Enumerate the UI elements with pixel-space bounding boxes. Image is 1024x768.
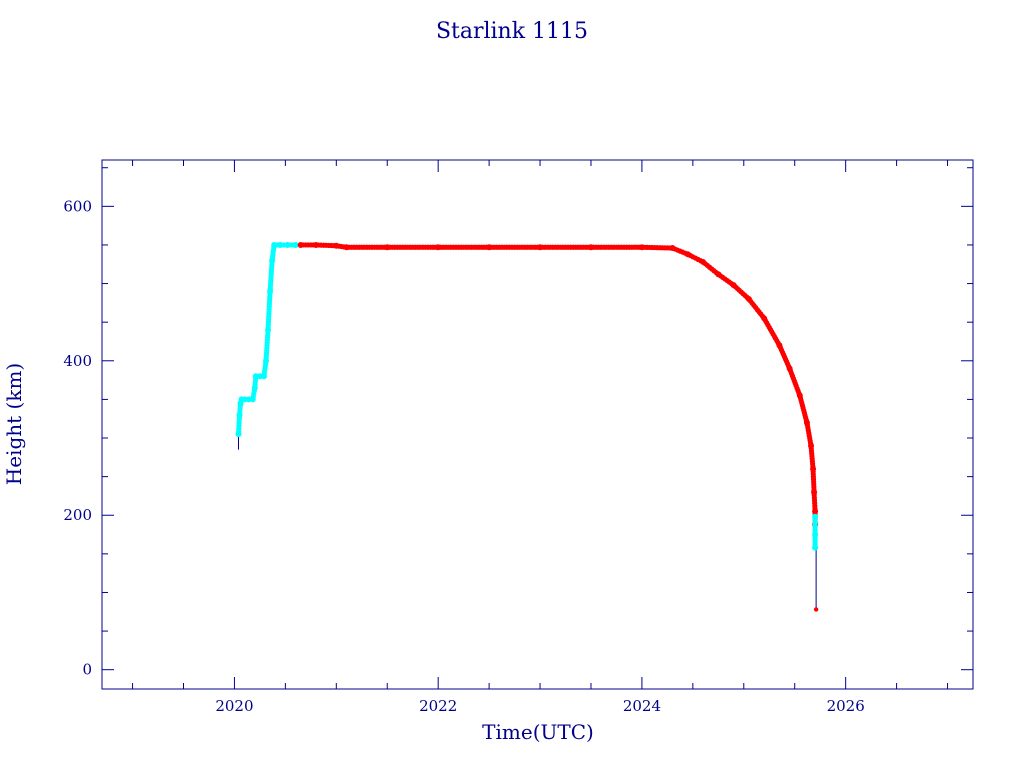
axis-ticks xyxy=(102,160,973,689)
connector-lines xyxy=(238,434,817,610)
y-tick-labels: 0 200 400 600 xyxy=(63,197,92,678)
y-tick-label: 0 xyxy=(82,661,92,679)
y-tick-label: 200 xyxy=(63,506,92,524)
plot-frame xyxy=(101,159,974,690)
y-tick-label: 600 xyxy=(63,197,92,215)
x-tick-label: 2020 xyxy=(215,697,253,715)
x-tick-labels: 2020 2022 2024 2026 xyxy=(215,697,864,715)
y-tick-label: 400 xyxy=(63,352,92,370)
data-points xyxy=(235,241,819,612)
y-axis-label: Height (km) xyxy=(2,363,26,485)
x-axis-label: Time(UTC) xyxy=(482,720,594,744)
data-point xyxy=(292,241,299,248)
data-point xyxy=(812,544,819,551)
chart-title: Starlink 1115 xyxy=(436,19,588,44)
x-tick-label: 2022 xyxy=(419,697,457,715)
x-tick-label: 2024 xyxy=(623,697,661,715)
x-tick-label: 2026 xyxy=(827,697,865,715)
data-point xyxy=(813,607,819,612)
